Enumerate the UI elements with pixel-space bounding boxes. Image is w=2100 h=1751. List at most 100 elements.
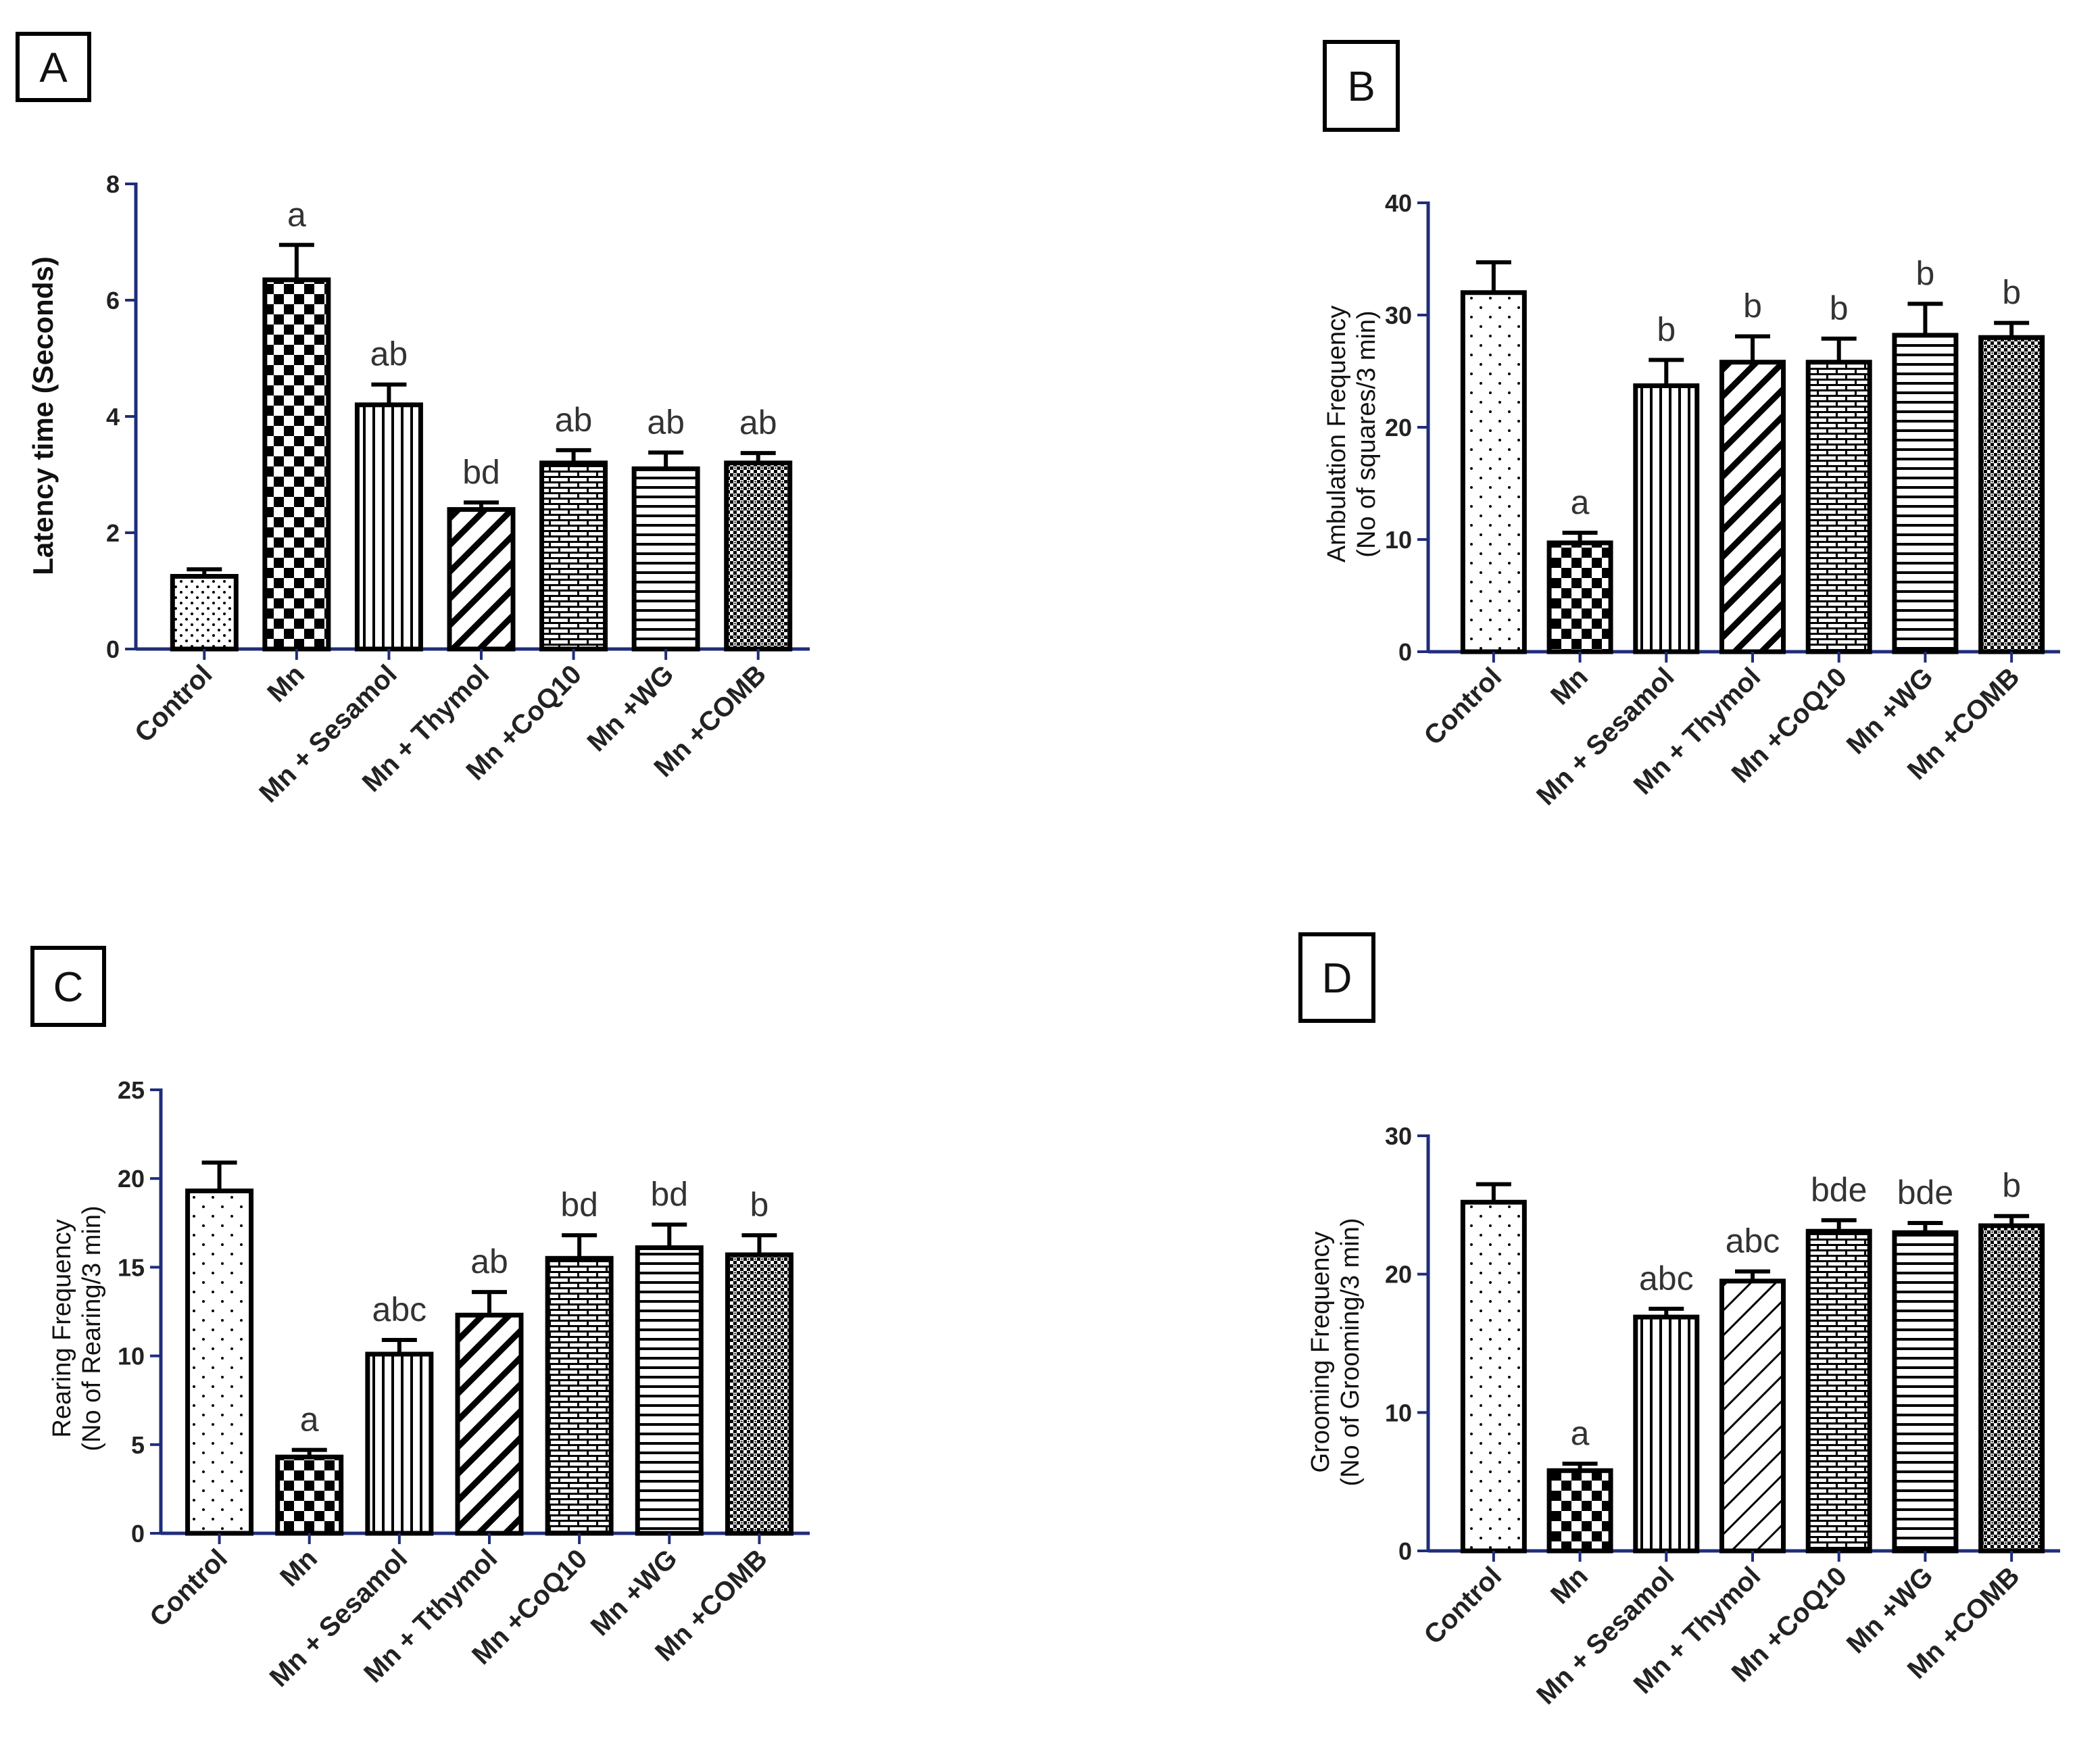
chart-a-bar <box>447 507 516 652</box>
chart-c-panel-letter: C <box>53 964 84 1011</box>
chart-a-label-box <box>16 32 91 102</box>
chart-b-ytick-label: 10 <box>1385 526 1412 554</box>
chart-a-ylabel: Latency time (Seconds) <box>27 256 59 575</box>
chart-b-label-box <box>1323 40 1400 132</box>
chart-a-significance-label: ab <box>739 404 777 441</box>
chart-d-significance-label: abc <box>1639 1260 1694 1297</box>
chart-b-bar <box>1978 335 2045 654</box>
chart-d-panel-letter: D <box>1322 955 1352 1002</box>
chart-c-ylabel: Rearing Frequency <box>48 1219 76 1437</box>
chart-b-panel-letter: B <box>1347 64 1375 110</box>
chart-d-bar <box>1978 1223 2045 1554</box>
chart-b-bar <box>1719 360 1786 654</box>
chart-d-significance-label: b <box>2002 1167 2021 1205</box>
chart-a-ytick-label: 2 <box>106 519 120 547</box>
chart-b-bar <box>1633 383 1700 654</box>
chart-c-bar <box>635 1245 704 1536</box>
chart-a-significance-label: a <box>287 195 306 233</box>
chart-d-ytick-label: 20 <box>1385 1261 1412 1289</box>
chart-b-significance-label: a <box>1571 483 1590 521</box>
chart-c-bar <box>185 1189 254 1536</box>
chart-b-xtick-label: Control <box>1419 662 1508 751</box>
chart-c-ytick-label: 25 <box>118 1076 145 1104</box>
chart-c-bar <box>275 1454 344 1536</box>
chart-c-significance-label: b <box>750 1186 769 1224</box>
chart-d-xtick-label: Control <box>1419 1561 1508 1650</box>
chart-b-significance-label: b <box>1916 254 1935 292</box>
chart-b-ytick-label: 30 <box>1385 302 1412 329</box>
chart-c-significance-label: bd <box>560 1186 598 1224</box>
chart-a-xtick-label: Mn <box>262 659 310 708</box>
chart-a-ytick-label: 6 <box>106 287 120 314</box>
chart-d-ytick-label: 10 <box>1385 1399 1412 1426</box>
chart-b-bar <box>1892 333 1959 654</box>
chart-d-ytick-label: 0 <box>1398 1537 1412 1565</box>
chart-d-significance-label: a <box>1571 1414 1590 1452</box>
chart-c-xtick-label: Mn <box>274 1543 323 1592</box>
chart-c-ytick-label: 15 <box>118 1253 145 1281</box>
chart-d-significance-label: bde <box>1897 1174 1953 1212</box>
chart-d: D 0 10 20 30 Grooming Frequency (No of Groomin… <box>1298 932 2060 1710</box>
chart-c-xtick-label: Control <box>144 1543 233 1633</box>
chart-b: B 0 10 20 30 40 Ambulation Frequency (No of squ… <box>1323 40 2060 811</box>
chart-a-bar <box>354 402 423 652</box>
chart-a-xtick-label: Control <box>129 659 218 748</box>
chart-d-ylabel: Grooming Frequency <box>1307 1232 1335 1473</box>
chart-a-bar <box>539 460 608 652</box>
chart-d-significance-label: abc <box>1726 1222 1780 1260</box>
chart-a-ytick-label: 8 <box>106 170 120 198</box>
chart-b-bar <box>1805 360 1872 654</box>
chart-c-ytick-label: 5 <box>131 1431 145 1459</box>
chart-c-label-box <box>30 946 106 1027</box>
chart-d-bar <box>1719 1278 1786 1554</box>
chart-c-bar <box>545 1255 614 1536</box>
chart-b-ylabel: Ambulation Frequency <box>1323 306 1351 562</box>
chart-a-ytick-label: 4 <box>106 403 120 431</box>
chart-d-bar <box>1805 1228 1872 1554</box>
chart-a-bar <box>631 466 700 652</box>
chart-a-bar <box>262 277 331 652</box>
chart-b-significance-label: b <box>1830 289 1849 327</box>
chart-a-bar <box>170 574 239 652</box>
chart-a-significance-label: bd <box>462 453 500 491</box>
chart-c-significance-label: abc <box>372 1291 427 1328</box>
chart-c-bar <box>365 1351 434 1536</box>
chart-c-bar <box>455 1312 524 1536</box>
chart-a-xtick-label: Mn +WG <box>581 659 679 757</box>
chart-d-xtick-label: Mn <box>1545 1561 1594 1610</box>
chart-a-significance-label: ab <box>647 403 685 441</box>
chart-c-significance-label: bd <box>650 1175 688 1213</box>
chart-d-ylabel: (No of Grooming/3 min) <box>1336 1218 1365 1486</box>
chart-c-ytick-label: 10 <box>118 1343 145 1370</box>
chart-b-ytick-label: 20 <box>1385 414 1412 441</box>
chart-a-panel-letter: A <box>39 45 68 91</box>
chart-d-label-box <box>1298 932 1375 1023</box>
chart-b-significance-label: b <box>1743 287 1762 325</box>
chart-b-ylabel: (No of squares/3 min) <box>1352 310 1381 557</box>
chart-a-bar <box>724 460 793 652</box>
chart-d-bar <box>1460 1199 1527 1554</box>
chart-b-significance-label: b <box>2002 274 2021 312</box>
chart-d-bar <box>1633 1314 1700 1554</box>
chart-c-ytick-label: 20 <box>118 1165 145 1193</box>
chart-c-ylabel: (No of Rearing/3 min) <box>78 1205 106 1451</box>
chart-b-bar <box>1546 540 1613 654</box>
chart-c-ytick-label: 0 <box>131 1520 145 1548</box>
chart-b-significance-label: b <box>1657 310 1676 348</box>
chart-d-ytick-label: 30 <box>1385 1122 1412 1150</box>
chart-b-ytick-label: 0 <box>1398 638 1412 666</box>
chart-c: C 0 5 10 15 20 25 Rearing Frequency (No of Reari… <box>30 946 810 1693</box>
chart-a-significance-label: ab <box>370 335 408 373</box>
chart-c-significance-label: ab <box>470 1243 508 1280</box>
chart-b-xtick-label: Mn <box>1545 662 1594 711</box>
chart-b-ytick-label: 40 <box>1385 189 1412 217</box>
chart-c-significance-label: a <box>300 1401 319 1439</box>
chart-a-significance-label: ab <box>555 401 593 439</box>
chart-d-bar <box>1546 1468 1613 1554</box>
chart-d-bar <box>1892 1230 1959 1554</box>
chart-a-ytick-label: 0 <box>106 635 120 663</box>
chart-a: A 0 2 4 6 8 Latency time (Seconds) Control a Mn ab… <box>16 32 810 809</box>
chart-c-bar <box>725 1252 793 1536</box>
